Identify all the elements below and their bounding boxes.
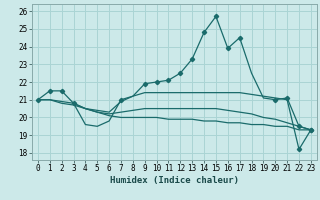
X-axis label: Humidex (Indice chaleur): Humidex (Indice chaleur): [110, 176, 239, 185]
